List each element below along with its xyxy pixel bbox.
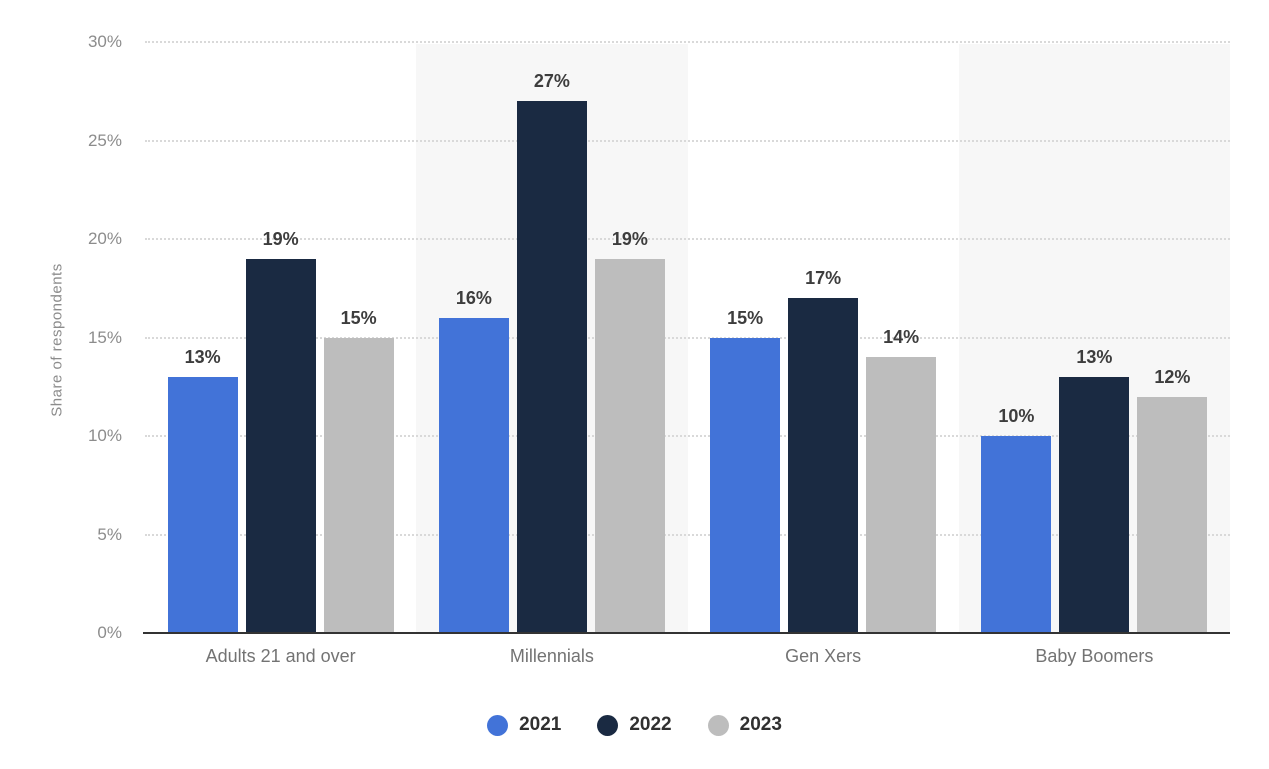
bar-value-label: 12% [1154,366,1191,387]
axis-baseline [143,632,1230,634]
legend-item[interactable]: 2023 [707,714,782,736]
bar[interactable] [866,357,937,633]
legend: 2021 2022 2023 [0,714,1269,736]
legend-item[interactable]: 2022 [597,714,672,736]
bar-value-label: 19% [262,228,299,249]
legend-swatch [707,714,729,736]
bar[interactable] [167,376,238,633]
gridline [145,139,1230,142]
legend-label: 2021 [519,714,562,735]
bar[interactable] [788,298,859,633]
bar[interactable] [1137,396,1208,633]
legend-swatch [597,714,619,736]
legend-label: 2023 [739,714,782,735]
legend-label: 2022 [629,714,672,735]
gridline [145,533,1230,536]
category-label: Millennials [509,646,594,666]
bar-value-label: 13% [1076,346,1113,367]
bar[interactable] [1059,376,1130,633]
bar-value-label: 14% [883,327,920,348]
tick-label: 15% [87,327,122,347]
bar[interactable] [516,101,587,633]
bar-value-label: 27% [533,71,570,92]
bar[interactable] [710,337,781,633]
category-label: Adults 21 and over [205,646,356,666]
tick-label: 25% [87,130,122,150]
bar[interactable] [245,258,316,633]
bar[interactable] [594,258,665,633]
tick-label: 10% [87,426,122,445]
bar[interactable] [438,317,509,633]
legend-item[interactable]: 2021 [487,714,561,736]
bar-value-label: 19% [611,228,648,249]
category-label: Baby Boomers [1035,646,1154,666]
bar-value-label: 15% [727,307,764,328]
tick-label: 5% [97,524,122,544]
bar[interactable] [323,337,394,633]
gridline [145,336,1230,339]
gridline [145,41,1230,43]
bar[interactable] [981,436,1052,633]
legend-swatch [487,714,509,736]
bar-value-label: 17% [805,268,842,289]
bar-value-label: 13% [184,346,221,367]
tick-label: 0% [97,623,122,642]
tick-label: 20% [87,229,122,248]
category-label: Gen Xers [785,646,862,666]
gridline [145,435,1230,437]
bar-value-label: 15% [340,307,377,328]
tick-label: 30% [87,32,122,51]
bar-value-label: 16% [455,287,492,308]
bar-value-label: 10% [998,406,1035,426]
gridline [145,238,1230,240]
